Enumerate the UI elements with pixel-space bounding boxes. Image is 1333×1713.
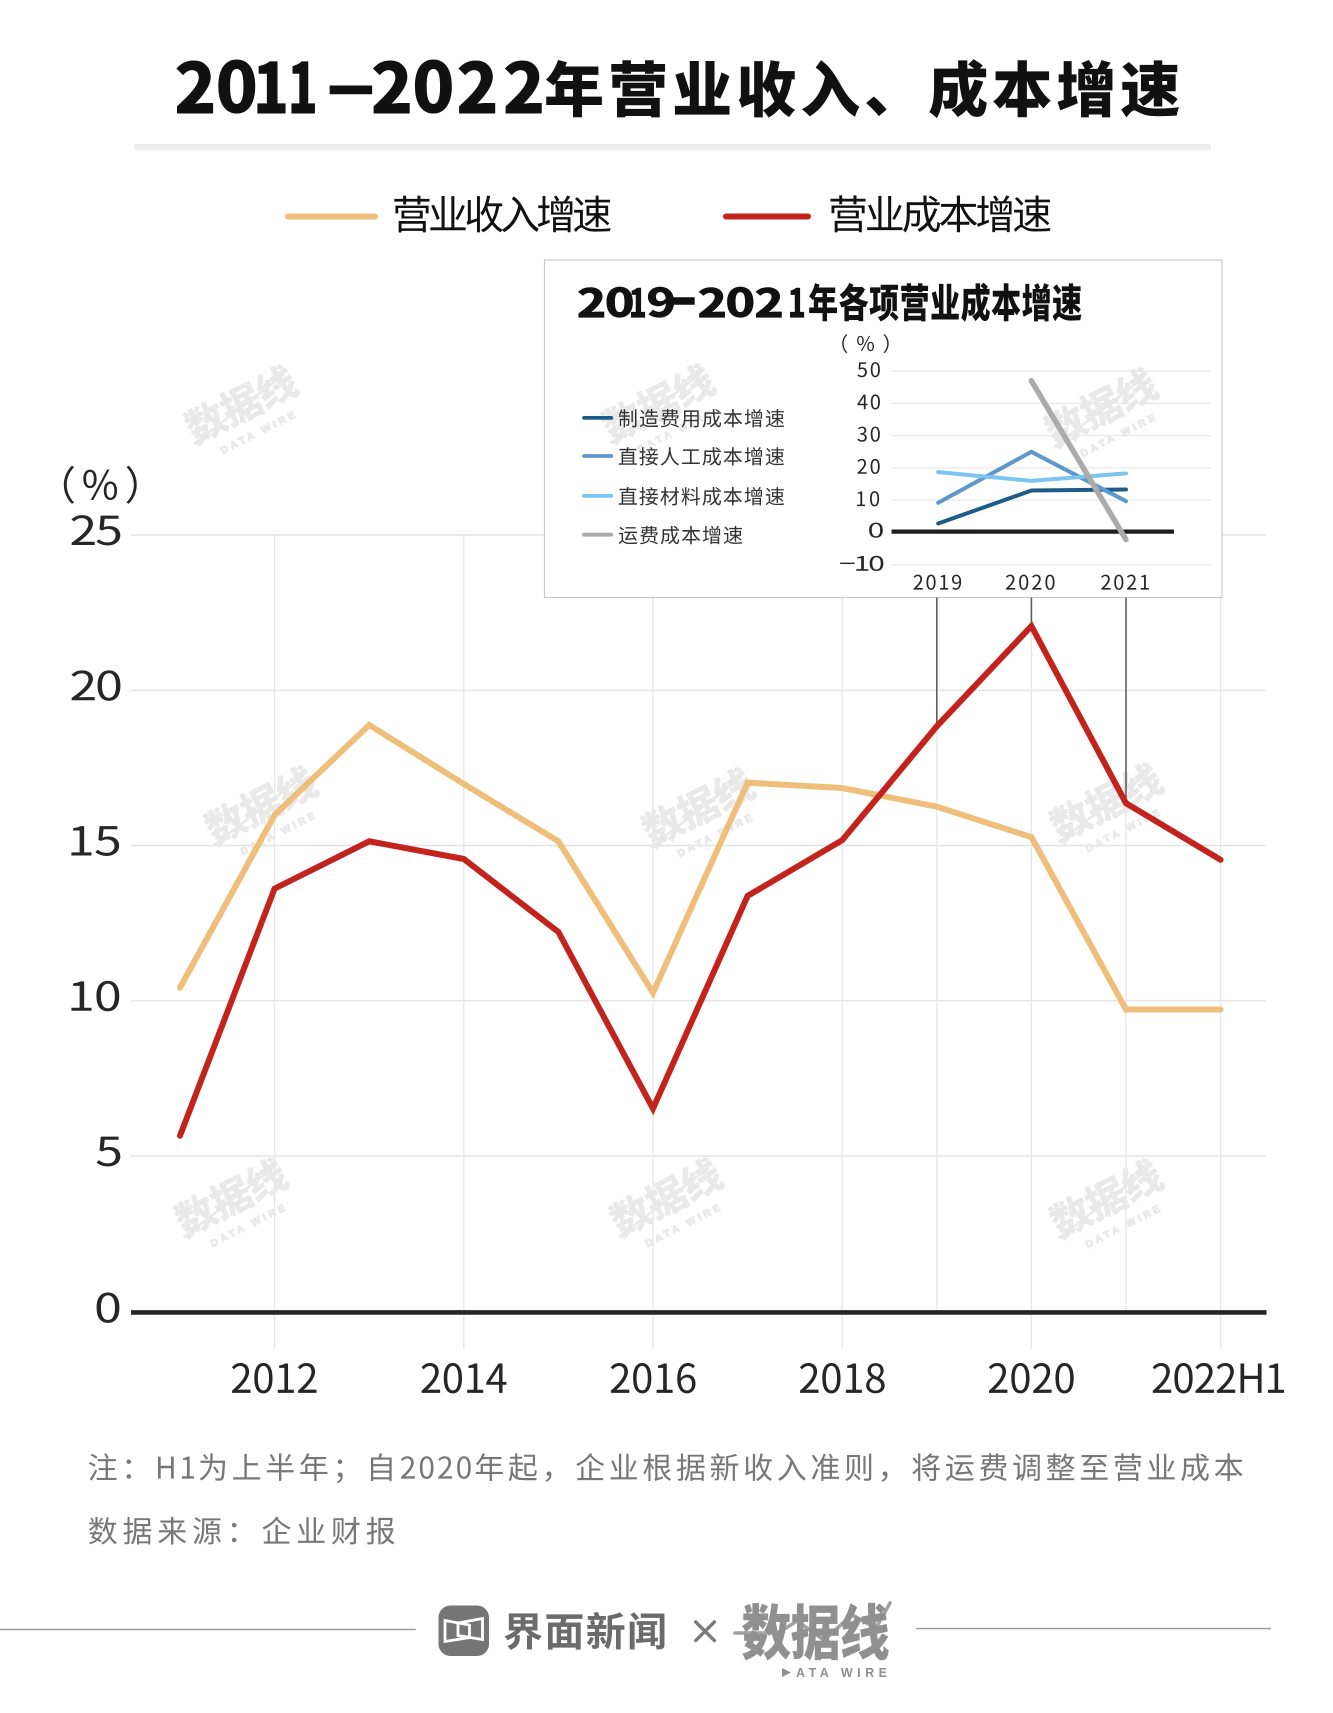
svg-text:ATA WIRE: ATA WIRE xyxy=(796,1666,891,1680)
